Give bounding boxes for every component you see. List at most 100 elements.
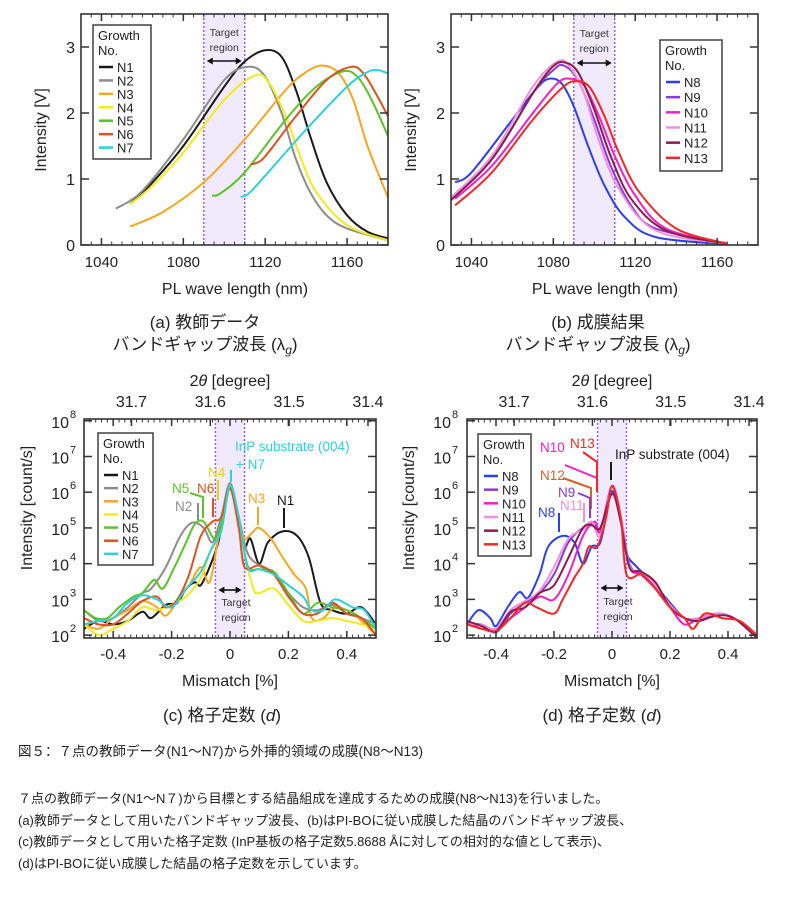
y-tick-label: 10: [433, 629, 451, 646]
figure-5: 1040 1080 1120 1160 0 1 2 3 PL wave length (nm) I…: [19, 13, 765, 725]
y-tick-exponent: 3: [70, 587, 76, 599]
chart-caption-line2: バンドギャップ波長 (λg): [505, 335, 690, 357]
target-label: Target: [210, 27, 239, 39]
y-tick-label: 1: [66, 172, 75, 189]
series-line-N3: [129, 64, 389, 228]
legend-label-N3: N3: [117, 87, 134, 102]
peak-annotation: N1: [277, 493, 294, 508]
y-tick-label: 10: [51, 522, 69, 539]
x-tick-label: 1080: [167, 254, 200, 271]
x-tick-label: -0.4: [483, 646, 509, 663]
legend-label-N5: N5: [122, 521, 139, 536]
x-tick-label: 1120: [249, 254, 281, 271]
legend-label-N12: N12: [684, 136, 708, 151]
top-x-tick-label: 31.7: [116, 394, 147, 411]
target-label: Target: [603, 596, 632, 608]
series-line-N12: [450, 61, 728, 245]
x-axis-label: PL wave length (nm): [162, 281, 308, 298]
peak-annotation: N4: [208, 465, 226, 480]
y-tick-label: 0: [436, 238, 445, 255]
peak-annotation: + N7: [236, 457, 265, 472]
legend-label-N13: N13: [684, 151, 708, 166]
x-tick-label: 0.4: [336, 646, 357, 663]
legend-label-N7: N7: [122, 547, 139, 562]
peak-marker: [577, 492, 591, 518]
legend-label-N10: N10: [502, 496, 526, 511]
series-line-N6: [250, 65, 389, 166]
legend-box: [97, 432, 154, 566]
y-tick-label: 2: [66, 106, 75, 123]
y-tick-label: 10: [433, 415, 451, 432]
figure-caption: 図５：７点の教師データ(N1〜N7)から外挿的領域の成膜(N8〜N13): [18, 744, 424, 759]
target-region: [203, 14, 245, 245]
x-tick-label: 0.4: [718, 646, 739, 663]
y-tick-exponent: 8: [70, 409, 76, 421]
y-tick-label: 10: [433, 522, 451, 539]
y-axis-label: Intensity [V]: [403, 88, 420, 172]
target-label: Target: [221, 597, 250, 609]
chart-caption: (b) 成膜結果: [551, 313, 645, 332]
legend-label-N3: N3: [122, 494, 139, 509]
peak-marker: [189, 492, 204, 518]
y-tick-exponent: 8: [452, 409, 458, 421]
target-label: Target: [580, 28, 609, 40]
top-axis-label: 2θ [degree]: [572, 373, 653, 390]
top-x-tick-label: 31.6: [195, 394, 226, 411]
y-tick-exponent: 5: [70, 516, 76, 528]
legend-title: No.: [98, 43, 118, 58]
chart-caption: (a) 教師データ: [150, 312, 261, 332]
x-tick-label: 0.2: [278, 646, 299, 663]
x-tick-label: 1160: [701, 254, 733, 271]
legend-title: No.: [665, 58, 685, 73]
legend-box: [659, 39, 723, 172]
peak-annotation: N5: [172, 481, 189, 496]
x-tick-label: -0.4: [100, 646, 126, 663]
legend-title: Growth: [665, 43, 707, 58]
y-axis-label: Intensity [count/s]: [401, 446, 418, 571]
legend-label-N2: N2: [122, 481, 139, 496]
legend-label-N6: N6: [122, 534, 139, 549]
paragraph-line: (d)はPI-BOに従い成膜した結晶の格子定数を示しています。: [18, 855, 367, 871]
legend-title: No.: [103, 451, 123, 466]
series-line-N8: [454, 77, 728, 246]
legend-label-N9: N9: [502, 483, 519, 498]
legend-title: Growth: [103, 436, 145, 451]
peak-marker: [582, 451, 598, 492]
y-tick-label: 10: [51, 486, 69, 503]
legend-label-N2: N2: [117, 73, 134, 88]
y-tick-exponent: 4: [70, 552, 76, 564]
target-label: region: [580, 43, 609, 55]
peak-marker: [564, 464, 598, 479]
x-tick-label: 1080: [537, 254, 570, 271]
top-x-tick-label: 31.6: [577, 394, 608, 411]
y-axis-label: Intensity [count/s]: [19, 446, 36, 571]
chart-caption-line2: バンドギャップ波長 (λg): [112, 335, 297, 357]
legend-label-N13: N13: [502, 537, 526, 552]
peak-annotation: N8: [538, 505, 555, 520]
series-line-N1: [129, 49, 389, 240]
legend-title: Growth: [98, 28, 140, 43]
legend-title: No.: [483, 452, 503, 467]
legend-label-N6: N6: [117, 127, 134, 142]
y-tick-label: 1: [436, 172, 445, 189]
top-x-tick-label: 31.4: [352, 394, 383, 411]
x-tick-label: 1040: [85, 254, 118, 271]
peak-annotation: N6: [197, 481, 214, 496]
target-label: region: [210, 42, 239, 54]
y-tick-exponent: 6: [70, 480, 76, 492]
y-tick-exponent: 6: [452, 480, 458, 492]
y-tick-label: 3: [66, 40, 75, 57]
peak-annotation: N3: [248, 491, 265, 506]
y-tick-label: 10: [51, 558, 69, 575]
legend-label-N4: N4: [122, 507, 139, 522]
description-paragraph: ７点の教師データ(N1〜N７)から目標とする結晶組成を達成するための成膜(N8〜…: [18, 788, 632, 874]
y-tick-label: 10: [433, 450, 451, 467]
series-line-N13: [454, 80, 728, 245]
y-tick-exponent: 2: [70, 623, 76, 635]
top-x-tick-label: 31.7: [499, 394, 530, 411]
peak-annotation: N10: [540, 440, 565, 455]
